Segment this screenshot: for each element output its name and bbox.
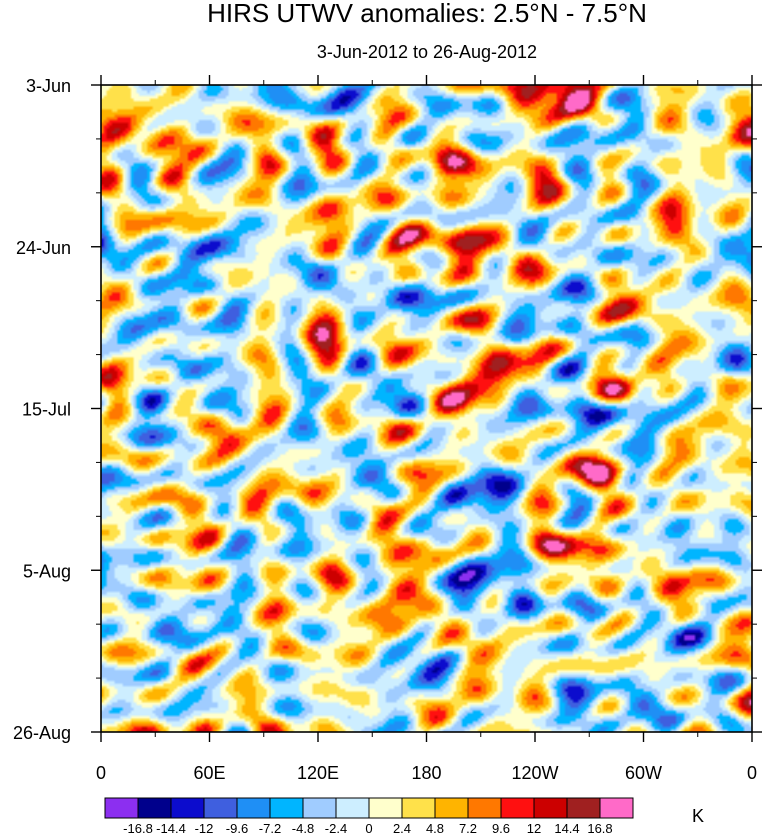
x-axis: 0 60E 120E 180 120W 60W 0 — [96, 75, 757, 783]
colorbar-tick-label: 16.8 — [587, 821, 612, 834]
colorbar-swatch — [137, 797, 172, 819]
colorbar-tick-label: 4.8 — [426, 821, 444, 834]
colorbar-tick-label: 9.6 — [492, 821, 510, 834]
colorbar-swatch — [302, 797, 337, 819]
colorbar-swatch — [203, 797, 238, 819]
colorbar-swatch — [566, 797, 601, 819]
anomaly-field — [101, 85, 752, 732]
colorbar-swatch — [104, 797, 139, 819]
y-tick-label: 5-Aug — [23, 561, 71, 581]
x-tick-label: 120W — [511, 763, 558, 783]
colorbar-swatch — [170, 797, 205, 819]
y-tick-label: 24-Jun — [16, 238, 71, 258]
chart-subtitle: 3-Jun-2012 to 26-Aug-2012 — [317, 42, 537, 62]
colorbar-tick-label: 0 — [365, 821, 372, 834]
colorbar-swatch — [500, 797, 535, 819]
colorbar-tick-label: -4.8 — [292, 821, 314, 834]
y-axis: 3-Jun 24-Jun 15-Jul 5-Aug 26-Aug — [13, 76, 762, 743]
colorbar-tick-label: -12 — [195, 821, 214, 834]
y-tick-label: 3-Jun — [26, 76, 71, 96]
colorbar-swatch — [401, 797, 436, 819]
colorbar-tick-label: -7.2 — [259, 821, 281, 834]
x-tick-label: 60W — [625, 763, 662, 783]
colorbar-swatch — [335, 797, 370, 819]
colorbar-tick-label: 12 — [527, 821, 541, 834]
chart-title: HIRS UTWV anomalies: 2.5°N - 7.5°N — [207, 0, 647, 28]
colorbar-swatch — [269, 797, 304, 819]
heatmap-plot-area — [100, 84, 753, 733]
x-tick-label: 60E — [193, 763, 225, 783]
colorbar-swatch — [467, 797, 502, 819]
colorbar-tick-label: -9.6 — [226, 821, 248, 834]
colorbar-tick-label: -16.8 — [123, 821, 153, 834]
colorbar-swatch — [434, 797, 469, 819]
y-tick-label: 26-Aug — [13, 723, 71, 743]
x-tick-label: 0 — [747, 763, 757, 783]
y-tick-label: 15-Jul — [22, 400, 71, 420]
colorbar-tick-label: -2.4 — [325, 821, 347, 834]
colorbar-tick-label: -14.4 — [156, 821, 186, 834]
colorbar-swatch — [368, 797, 403, 819]
colorbar-swatch — [236, 797, 271, 819]
colorbar-tick-label: 2.4 — [393, 821, 411, 834]
colorbar-tick-label: 14.4 — [554, 821, 579, 834]
colorbar-tick-label: 7.2 — [459, 821, 477, 834]
x-tick-label: 0 — [96, 763, 106, 783]
colorbar-swatch — [599, 797, 634, 819]
colorbar-swatch — [533, 797, 568, 819]
x-tick-label: 180 — [411, 763, 441, 783]
colorbar: -16.8 -14.4 -12 -9.6 -7.2 -4.8 -2.4 0 2.4 4.8 7.2 9… — [104, 797, 634, 834]
x-tick-label: 120E — [297, 763, 339, 783]
colorbar-unit: K — [692, 806, 704, 826]
